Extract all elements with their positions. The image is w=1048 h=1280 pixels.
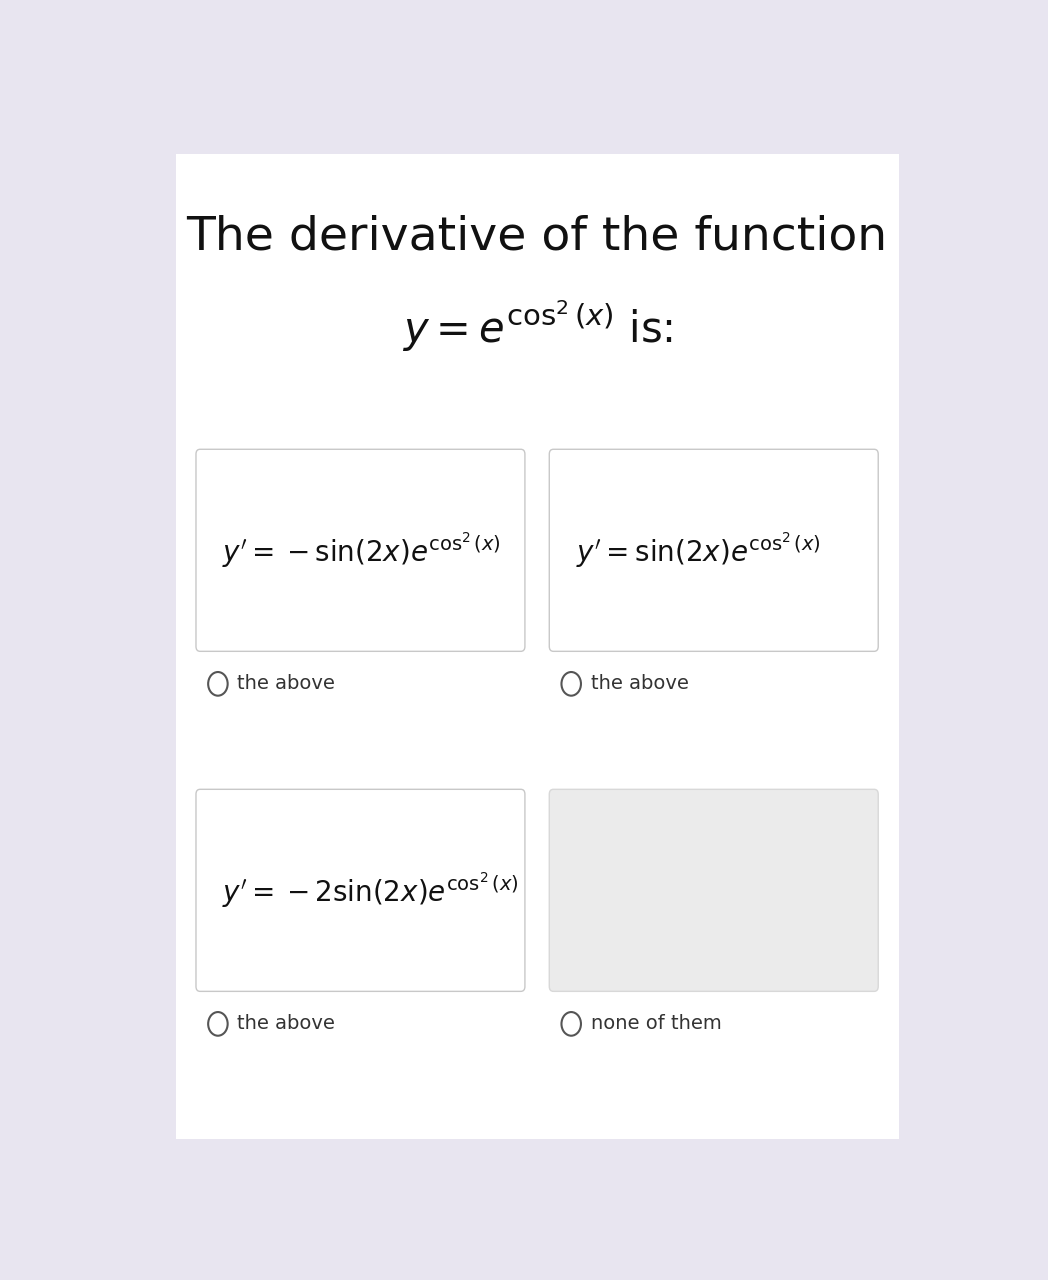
FancyBboxPatch shape bbox=[549, 790, 878, 991]
FancyBboxPatch shape bbox=[196, 449, 525, 652]
Text: $y = e^{\cos^2(x)}$ is:: $y = e^{\cos^2(x)}$ is: bbox=[401, 298, 673, 355]
Text: the above: the above bbox=[591, 675, 689, 694]
Text: $y' = \sin(2x)e^{\cos^2(x)}$: $y' = \sin(2x)e^{\cos^2(x)}$ bbox=[575, 531, 821, 570]
FancyBboxPatch shape bbox=[549, 449, 878, 652]
Circle shape bbox=[209, 672, 227, 695]
FancyBboxPatch shape bbox=[196, 790, 525, 991]
Circle shape bbox=[562, 1012, 581, 1036]
Text: $y' = -\sin(2x)e^{\cos^2(x)}$: $y' = -\sin(2x)e^{\cos^2(x)}$ bbox=[222, 531, 501, 570]
Circle shape bbox=[562, 672, 581, 695]
Text: $y' = -2\sin(2x)e^{\cos^2(x)}$: $y' = -2\sin(2x)e^{\cos^2(x)}$ bbox=[222, 870, 519, 910]
Text: The derivative of the function: The derivative of the function bbox=[187, 215, 888, 260]
Text: none of them: none of them bbox=[591, 1014, 721, 1033]
Text: the above: the above bbox=[238, 1014, 335, 1033]
FancyBboxPatch shape bbox=[176, 154, 898, 1139]
Text: the above: the above bbox=[238, 675, 335, 694]
Circle shape bbox=[209, 1012, 227, 1036]
